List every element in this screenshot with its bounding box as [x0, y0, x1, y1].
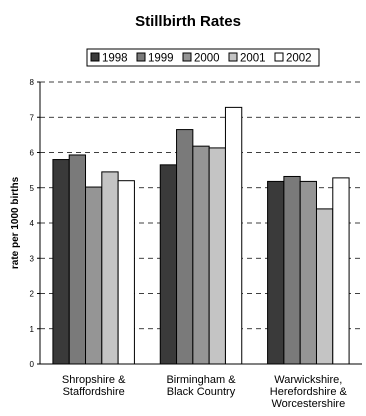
y-tick-label: 6: [30, 149, 35, 158]
x-category-label: Warwickshire,: [274, 374, 342, 386]
y-tick-label: 1: [30, 325, 35, 334]
y-axis-ticks: 0 1 2 3 4 5 6 7 8: [30, 78, 40, 369]
bar-2001: [101, 171, 119, 365]
bar-2000: [85, 186, 103, 365]
legend-swatch-1998: [90, 52, 100, 62]
bar-2002: [224, 106, 243, 365]
chart-title: Stillbirth Rates: [135, 13, 241, 30]
legend-label-1999: 1999: [148, 53, 174, 65]
legend-label-1998: 1998: [102, 53, 128, 65]
bar-1999: [176, 129, 194, 365]
bar-2000: [299, 180, 317, 365]
y-tick-label: 0: [30, 360, 35, 369]
x-axis-categories: Shropshire &Staffordshire Birmingham &Bla…: [62, 374, 348, 410]
legend: 1998 1999 2000 2001 2002: [86, 48, 320, 67]
legend-swatch-2002: [274, 52, 284, 62]
y-tick-label: 8: [30, 78, 35, 87]
y-tick-label: 2: [30, 290, 35, 299]
y-axis-label: rate per 1000 births: [10, 176, 21, 269]
x-category-label: Worcestershire: [271, 398, 345, 410]
bar-1998: [159, 164, 178, 365]
bar-2000: [192, 145, 210, 365]
bar-1999: [68, 154, 87, 365]
y-tick-label: 7: [30, 113, 35, 122]
bar-2002: [117, 180, 135, 365]
bar-2002: [332, 177, 350, 365]
y-tick-label: 3: [30, 254, 35, 263]
x-category-label: Birmingham &: [166, 374, 236, 386]
legend-swatch-2001: [228, 52, 238, 62]
y-tick-label: 5: [30, 184, 35, 193]
y-tick-label: 4: [30, 219, 35, 228]
x-category-label: Shropshire &: [62, 374, 126, 386]
legend-label-2002: 2002: [286, 53, 312, 65]
bar-1998: [267, 180, 285, 365]
x-category-label: Black Country: [167, 386, 236, 398]
legend-swatch-2000: [182, 52, 192, 62]
bar-1999: [283, 175, 301, 365]
legend-label-2000: 2000: [194, 53, 220, 65]
bars: [52, 106, 350, 365]
bar-2001: [315, 208, 334, 365]
bar-2001: [208, 147, 226, 365]
legend-label-2001: 2001: [240, 53, 266, 65]
x-category-label: Herefordshire &: [270, 386, 348, 398]
legend-swatch-1999: [136, 52, 146, 62]
bar-1998: [52, 159, 70, 365]
x-category-label: Staffordshire: [63, 386, 125, 398]
